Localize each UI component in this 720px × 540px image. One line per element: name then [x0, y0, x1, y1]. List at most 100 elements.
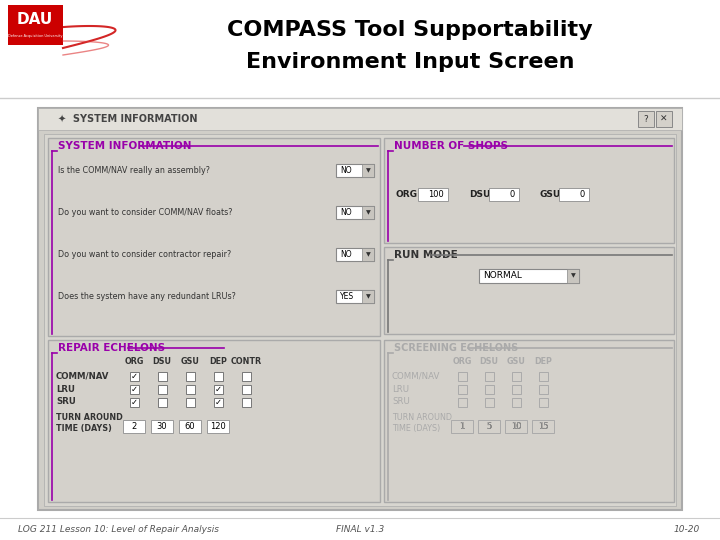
Text: DEP: DEP — [534, 357, 552, 367]
Text: CONTR: CONTR — [230, 357, 261, 367]
Text: DSU: DSU — [469, 190, 490, 199]
Bar — [478, 420, 500, 433]
Bar — [457, 372, 467, 381]
Text: GSU: GSU — [507, 357, 526, 367]
Bar — [179, 420, 201, 433]
Text: ✓: ✓ — [215, 397, 222, 407]
Text: ▼: ▼ — [366, 294, 370, 299]
Bar — [505, 420, 527, 433]
Bar — [44, 134, 676, 506]
Text: DSU: DSU — [480, 357, 498, 367]
Bar — [511, 372, 521, 381]
Bar — [336, 164, 374, 177]
Text: ORG: ORG — [396, 190, 418, 199]
Bar — [511, 384, 521, 394]
Text: 120: 120 — [210, 422, 226, 431]
Text: NO: NO — [340, 166, 351, 175]
Text: 15: 15 — [538, 422, 548, 431]
Text: SRU: SRU — [56, 397, 76, 407]
Text: SYSTEM INFORMATION: SYSTEM INFORMATION — [58, 141, 192, 151]
Text: GSU: GSU — [181, 357, 199, 367]
Bar — [457, 384, 467, 394]
Text: NUMBER OF SHOPS: NUMBER OF SHOPS — [394, 141, 508, 151]
Bar — [567, 269, 579, 283]
Bar — [511, 397, 521, 407]
Text: ▼: ▼ — [366, 210, 370, 215]
Text: 10: 10 — [510, 422, 521, 431]
Text: 10-20: 10-20 — [674, 525, 700, 535]
Text: COMPASS Tool Supportability: COMPASS Tool Supportability — [228, 20, 593, 40]
Bar — [362, 164, 374, 177]
Bar — [8, 5, 63, 45]
Bar — [485, 397, 493, 407]
Bar — [384, 247, 674, 334]
Text: TIME (DAYS): TIME (DAYS) — [392, 424, 440, 434]
Bar — [336, 248, 374, 261]
Bar — [158, 397, 166, 407]
Bar — [186, 384, 194, 394]
Text: GSU: GSU — [539, 190, 560, 199]
Text: 0: 0 — [580, 190, 585, 199]
Text: DEP: DEP — [209, 357, 227, 367]
Text: 2: 2 — [131, 422, 137, 431]
Text: Environment Input Screen: Environment Input Screen — [246, 52, 575, 72]
Text: Is the COMM/NAV really an assembly?: Is the COMM/NAV really an assembly? — [58, 166, 210, 175]
Bar — [362, 248, 374, 261]
Bar — [457, 397, 467, 407]
Text: ORG: ORG — [452, 357, 472, 367]
Text: TURN AROUND: TURN AROUND — [392, 414, 452, 422]
Bar — [158, 384, 166, 394]
Bar — [451, 420, 473, 433]
Bar — [362, 206, 374, 219]
Text: Do you want to consider contractor repair?: Do you want to consider contractor repai… — [58, 250, 231, 259]
Text: 1: 1 — [459, 422, 464, 431]
Text: RUN MODE: RUN MODE — [394, 250, 458, 260]
Bar — [38, 108, 682, 130]
Bar — [384, 138, 674, 243]
Text: 5: 5 — [487, 422, 492, 431]
Text: NORMAL: NORMAL — [483, 272, 522, 280]
Text: REPAIR ECHELONS: REPAIR ECHELONS — [58, 343, 165, 353]
Bar — [656, 111, 672, 127]
Bar — [151, 420, 173, 433]
Text: SRU: SRU — [392, 397, 410, 407]
Text: ORG: ORG — [125, 357, 144, 367]
Text: 30: 30 — [157, 422, 167, 431]
Text: FINAL v1.3: FINAL v1.3 — [336, 525, 384, 535]
Bar — [214, 384, 222, 394]
Bar — [158, 372, 166, 381]
Bar — [241, 397, 251, 407]
Text: LRU: LRU — [56, 384, 75, 394]
Text: ▼: ▼ — [571, 273, 575, 279]
Bar — [418, 188, 448, 201]
Text: 60: 60 — [185, 422, 195, 431]
Text: ✓: ✓ — [215, 384, 222, 394]
Bar — [214, 372, 222, 381]
Bar — [336, 290, 374, 303]
Bar — [130, 397, 138, 407]
Bar — [489, 188, 519, 201]
Bar — [485, 372, 493, 381]
Bar — [48, 138, 380, 336]
Text: ✦  SYSTEM INFORMATION: ✦ SYSTEM INFORMATION — [58, 114, 197, 124]
Text: 15: 15 — [538, 422, 548, 431]
Text: LRU: LRU — [392, 384, 409, 394]
Text: NO: NO — [340, 208, 351, 217]
Text: SCREENING ECHELONS: SCREENING ECHELONS — [394, 343, 518, 353]
Bar — [48, 340, 380, 502]
Bar — [336, 206, 374, 219]
Text: ?: ? — [644, 114, 649, 124]
Text: ✕: ✕ — [660, 114, 667, 124]
Text: LOG 211 Lesson 10: Level of Repair Analysis: LOG 211 Lesson 10: Level of Repair Analy… — [18, 525, 219, 535]
Bar — [485, 384, 493, 394]
Bar — [214, 397, 222, 407]
Text: Does the system have any redundant LRUs?: Does the system have any redundant LRUs? — [58, 292, 236, 301]
Text: TIME (DAYS): TIME (DAYS) — [56, 424, 112, 434]
Text: 5: 5 — [487, 422, 492, 431]
Bar — [241, 384, 251, 394]
Bar — [130, 372, 138, 381]
Bar — [559, 188, 589, 201]
Text: COMM/NAV: COMM/NAV — [392, 372, 441, 381]
Bar — [0, 0, 720, 100]
Text: ✓: ✓ — [130, 384, 138, 394]
